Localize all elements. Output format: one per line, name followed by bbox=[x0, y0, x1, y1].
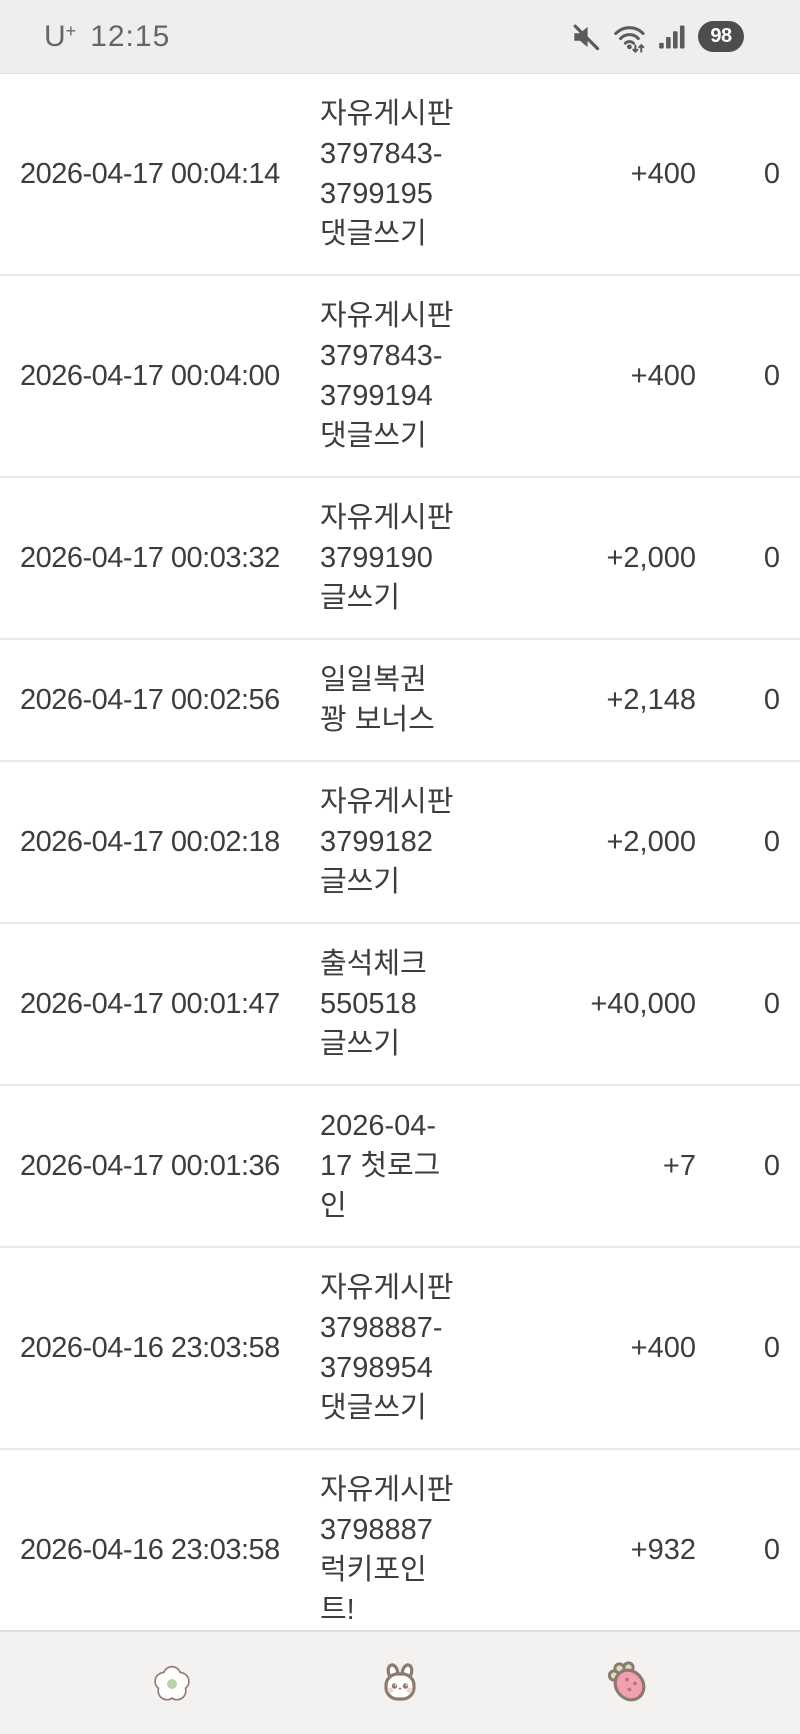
table-row: 2026-04-17 00:03:32 자유게시판 3799190 글쓰기 +2,000… bbox=[0, 478, 800, 640]
row-date: 2026-04-16 23:03:58 bbox=[20, 1533, 280, 1566]
tab-flower[interactable] bbox=[148, 1659, 196, 1707]
row-description-line: 3797843- bbox=[320, 138, 443, 170]
table-row: 2026-04-17 00:04:14 자유게시판 3797843- 3799195 댓… bbox=[0, 74, 800, 276]
row-description-line: 3798887 bbox=[320, 1514, 433, 1546]
row-points: +40,000 bbox=[590, 987, 696, 1020]
row-description-line: 3799190 bbox=[320, 542, 433, 574]
row-description-line: 트! bbox=[320, 1594, 355, 1626]
battery-percent: 98 bbox=[710, 25, 732, 47]
row-balance: 0 bbox=[763, 157, 780, 190]
row-date: 2026-04-17 00:02:18 bbox=[20, 825, 280, 858]
row-balance: 0 bbox=[763, 541, 780, 574]
row-description-line: 글쓰기 bbox=[320, 1028, 401, 1060]
row-description-line: 출석체크 bbox=[320, 948, 427, 980]
transaction-list: 2026-04-17 00:04:14 자유게시판 3797843- 3799195 댓… bbox=[0, 74, 800, 1652]
row-description-line: 자유게시판 bbox=[320, 786, 454, 818]
status-time: 12:15 bbox=[90, 19, 171, 53]
status-bar-left: U+ 12:15 bbox=[44, 20, 170, 54]
carrier-label: U+ bbox=[44, 19, 77, 53]
flower-icon bbox=[148, 1659, 196, 1707]
row-description: 자유게시판 3797843- 3799195 댓글쓰기 bbox=[292, 94, 470, 254]
row-description-line: 자유게시판 bbox=[320, 1474, 454, 1506]
row-description-line: 3799182 bbox=[320, 826, 433, 858]
row-description-line: 3799195 bbox=[320, 178, 433, 210]
row-balance: 0 bbox=[763, 1533, 780, 1566]
tab-rabbit[interactable] bbox=[376, 1659, 424, 1707]
row-description-line: 550518 bbox=[320, 988, 417, 1020]
row-balance: 0 bbox=[763, 1331, 780, 1364]
row-description-line: 럭키포인 bbox=[320, 1554, 427, 1586]
rabbit-icon bbox=[376, 1659, 424, 1707]
row-description: 자유게시판 3799190 글쓰기 bbox=[292, 498, 470, 618]
row-points: +7 bbox=[662, 1149, 696, 1182]
battery-pill: 98 bbox=[698, 21, 744, 52]
row-description-line: 댓글쓰기 bbox=[320, 218, 427, 250]
row-points: +2,000 bbox=[606, 541, 696, 574]
wifi-arrows-icon bbox=[612, 21, 648, 53]
status-bar: U+ 12:15 bbox=[0, 0, 800, 74]
row-description-line: 인 bbox=[320, 1190, 347, 1222]
row-date: 2026-04-17 00:03:32 bbox=[20, 541, 280, 574]
row-description-line: 자유게시판 bbox=[320, 98, 454, 130]
row-points: +400 bbox=[630, 157, 696, 190]
status-bar-right: 98 bbox=[570, 21, 744, 53]
table-row: 2026-04-16 23:03:58 자유게시판 3798887- 3798954 댓… bbox=[0, 1248, 800, 1450]
strawberry-icon bbox=[604, 1659, 652, 1707]
row-date: 2026-04-16 23:03:58 bbox=[20, 1331, 280, 1364]
row-description-line: 3798887- bbox=[320, 1312, 443, 1344]
row-description-line: 3799194 bbox=[320, 380, 433, 412]
row-balance: 0 bbox=[763, 1149, 780, 1182]
row-description-line: 글쓰기 bbox=[320, 582, 401, 614]
row-date: 2026-04-17 00:01:36 bbox=[20, 1149, 280, 1182]
row-balance: 0 bbox=[763, 825, 780, 858]
row-description-line: 17 첫로그 bbox=[320, 1150, 441, 1182]
tab-strawberry[interactable] bbox=[604, 1659, 652, 1707]
row-points: +2,000 bbox=[606, 825, 696, 858]
row-description-line: 자유게시판 bbox=[320, 1272, 454, 1304]
bottom-tab-bar bbox=[0, 1630, 800, 1734]
row-points: +400 bbox=[630, 1331, 696, 1364]
row-description: 자유게시판 3799182 글쓰기 bbox=[292, 782, 470, 902]
row-description-line: 댓글쓰기 bbox=[320, 1392, 427, 1424]
row-points: +2,148 bbox=[606, 683, 696, 716]
row-description-line: 일일복권 bbox=[320, 664, 427, 696]
row-description-line: 3797843- bbox=[320, 340, 443, 372]
row-points: +932 bbox=[630, 1533, 696, 1566]
row-description-line: 꽝 보너스 bbox=[320, 704, 435, 736]
table-row: 2026-04-17 00:02:18 자유게시판 3799182 글쓰기 +2,000… bbox=[0, 762, 800, 924]
row-balance: 0 bbox=[763, 359, 780, 392]
table-row: 2026-04-17 00:04:00 자유게시판 3797843- 3799194 댓… bbox=[0, 276, 800, 478]
row-description-line: 글쓰기 bbox=[320, 866, 401, 898]
row-description: 자유게시판 3797843- 3799194 댓글쓰기 bbox=[292, 296, 470, 456]
signal-strength-icon bbox=[658, 22, 688, 52]
row-points: +400 bbox=[630, 359, 696, 392]
row-description-line: 자유게시판 bbox=[320, 300, 454, 332]
mute-icon bbox=[570, 21, 602, 53]
row-date: 2026-04-17 00:04:14 bbox=[20, 157, 280, 190]
point-history-table: 2026-04-17 00:04:14 자유게시판 3797843- 3799195 댓… bbox=[0, 74, 800, 1652]
row-balance: 0 bbox=[763, 987, 780, 1020]
table-row: 2026-04-17 00:01:47 출석체크 550518 글쓰기 +40,000 0 bbox=[0, 924, 800, 1086]
row-description: 출석체크 550518 글쓰기 bbox=[292, 944, 470, 1064]
row-description-line: 자유게시판 bbox=[320, 502, 454, 534]
row-balance: 0 bbox=[763, 683, 780, 716]
row-date: 2026-04-17 00:02:56 bbox=[20, 683, 280, 716]
row-description-line: 댓글쓰기 bbox=[320, 420, 427, 452]
row-date: 2026-04-17 00:01:47 bbox=[20, 987, 280, 1020]
row-description-line: 3798954 bbox=[320, 1352, 433, 1384]
row-date: 2026-04-17 00:04:00 bbox=[20, 359, 280, 392]
row-description: 자유게시판 3798887- 3798954 댓글쓰기 bbox=[292, 1268, 470, 1428]
row-description-line: 2026-04- bbox=[320, 1110, 437, 1142]
